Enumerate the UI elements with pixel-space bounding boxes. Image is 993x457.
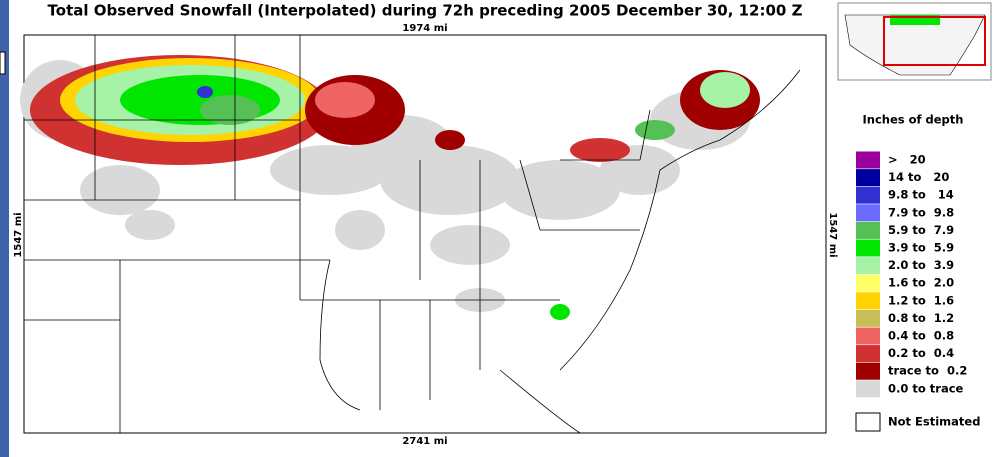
legend-label: 1.6 to 2.0 [888,276,954,290]
legend-label: 0.0 to trace [888,381,964,395]
legend-swatch [856,151,880,169]
legend-label: 5.9 to 7.9 [888,223,954,237]
right-distance: 1547 mi [827,212,838,257]
legend-swatch [856,221,880,239]
legend-swatch [856,362,880,380]
legend-label: 0.2 to 0.4 [888,346,954,360]
inset-map [837,2,992,81]
boundaries [24,35,801,434]
left-distance: 1547 mi [13,212,24,257]
legend-swatch [856,169,880,187]
legend-label: 0.4 to 0.8 [888,329,954,343]
legend-swatch [856,239,880,257]
legend-swatch [856,327,880,345]
not-estimated-label: Not Estimated [888,415,980,429]
title: Total Observed Snowfall (Interpolated) d… [48,2,803,20]
legend-title: Inches of depth [863,113,964,127]
top-distance: 1974 mi [402,23,447,34]
legend-label: 2.0 to 3.9 [888,258,954,272]
legend-label: 1.2 to 1.6 [888,293,954,307]
side-button[interactable] [0,51,6,75]
legend-label: trace to 0.2 [888,364,967,378]
legend-swatch [856,292,880,310]
legend-swatch [856,274,880,292]
snow-areas [30,55,760,320]
legend-label: 0.8 to 1.2 [888,311,954,325]
legend-label: 7.9 to 9.8 [888,205,954,219]
legend-swatch [856,186,880,204]
trace-areas [20,60,750,312]
inset-extent [883,16,986,66]
legend-swatch [856,257,880,275]
legend-swatch [856,345,880,363]
legend-label: 14 to 20 [888,170,949,184]
side-strip [0,0,9,457]
legend-swatch [856,204,880,222]
map [20,34,827,434]
legend: > 20 14 to 20 9.8 to 14 7.9 to 9.8 5.9 to 7.… [856,151,967,398]
legend-label: > 20 [888,153,926,167]
not-estimated-swatch [855,412,881,432]
legend-swatch [856,309,880,327]
legend-swatch [856,380,880,398]
bottom-distance: 2741 mi [402,436,447,447]
legend-label: 9.8 to 14 [888,188,954,202]
legend-label: 3.9 to 5.9 [888,241,954,255]
